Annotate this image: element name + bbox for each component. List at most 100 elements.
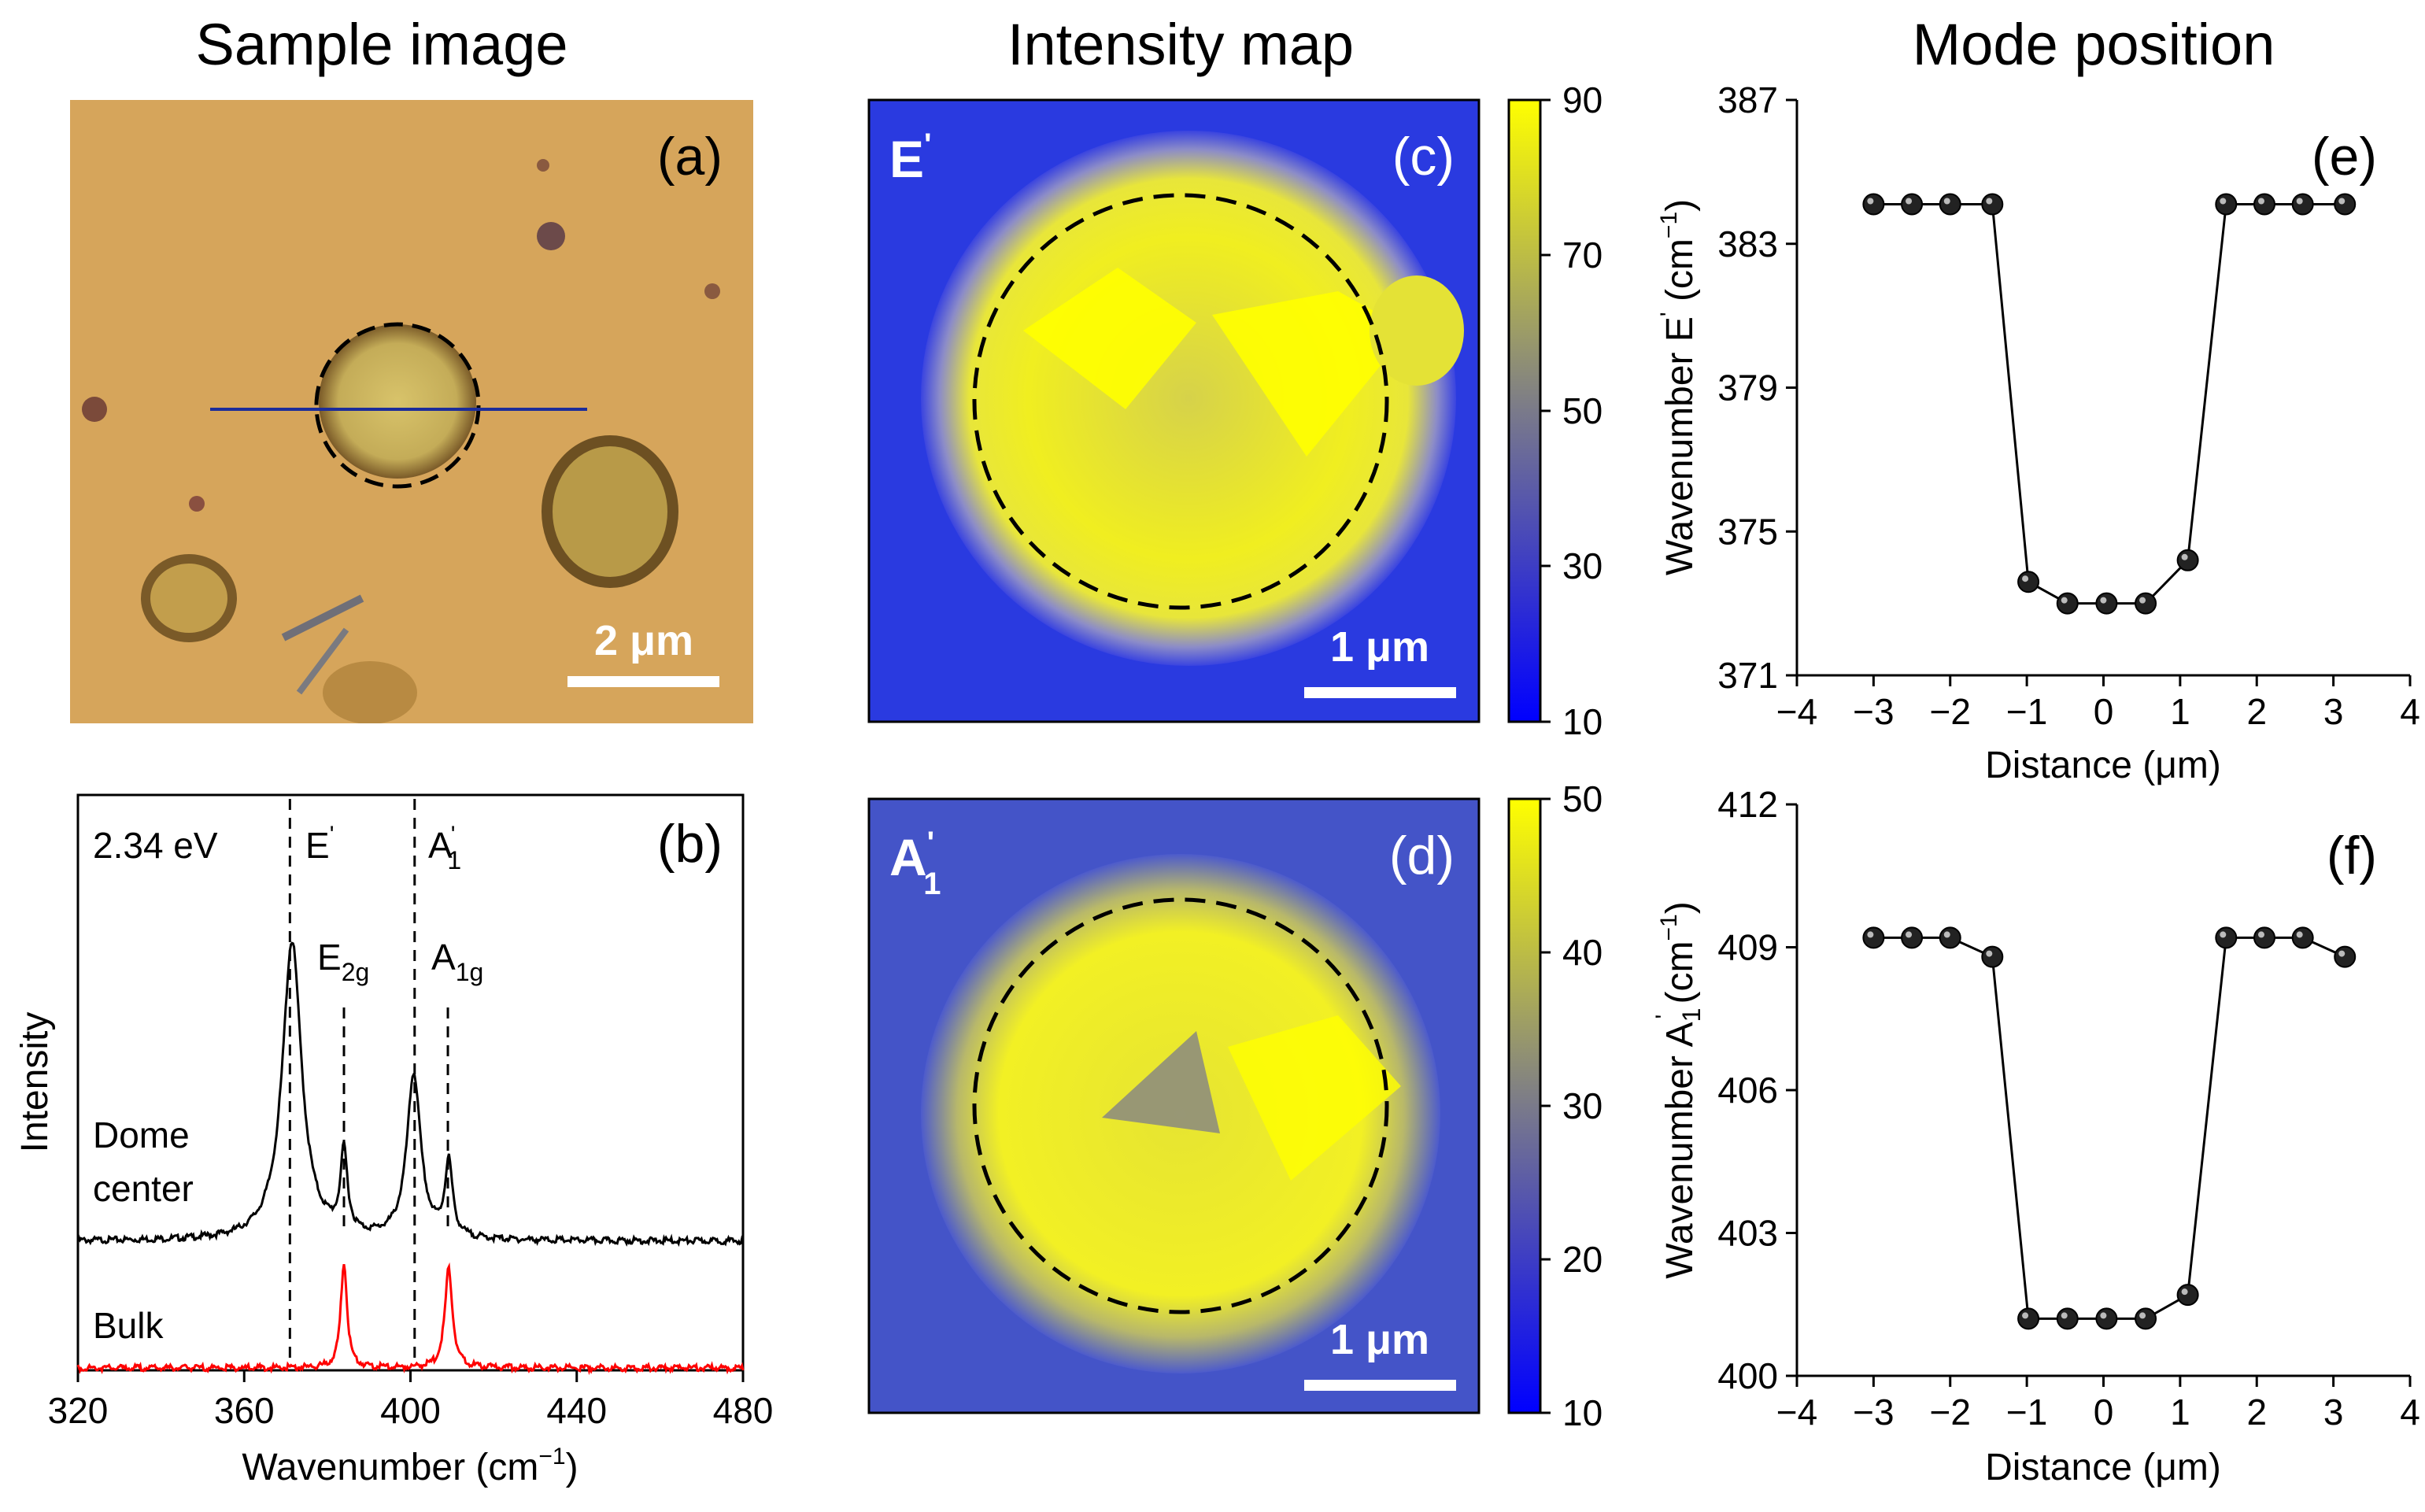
scale-bar-d [1304, 1380, 1456, 1391]
x-tick-label: 4 [2400, 691, 2420, 732]
spectrum-x-tick-label: 480 [713, 1390, 774, 1431]
series-line [1873, 203, 2346, 605]
data-point-highlight [2338, 198, 2346, 205]
x-tick-label: −2 [1930, 691, 1971, 732]
x-tick-label: −3 [1853, 1392, 1894, 1433]
data-point [1901, 926, 1924, 949]
sample-speck [537, 159, 549, 172]
mode-f-data [1862, 926, 2357, 1330]
data-point-highlight [2257, 198, 2264, 205]
sample-bubble-left [141, 554, 237, 642]
data-point [1862, 926, 1885, 949]
peak-guide-lines [288, 799, 449, 1366]
spectrum-x-tick-label: 320 [48, 1390, 109, 1431]
x-tick-label: 3 [2323, 1392, 2344, 1433]
spectrum-x-tick-label: 360 [214, 1390, 275, 1431]
peak-label-e2g: E2g [317, 937, 369, 986]
x-tick-label: 2 [2246, 1392, 2267, 1433]
x-tick-label: 0 [2094, 691, 2114, 732]
scale-bar-d-label: 1 μm [1330, 1316, 1429, 1363]
x-tick-label: 1 [2170, 691, 2190, 732]
mode-e-y-axis-label: Wavenumber E' (cm−1) [1656, 199, 1701, 575]
colorbar-c [1507, 98, 1542, 723]
sample-speck [189, 496, 205, 512]
data-point [2334, 193, 2357, 216]
data-point [2334, 945, 2357, 968]
data-point-highlight [2220, 931, 2227, 938]
mode-f-ticks: −4 −3 −2 −1 0 1 2 3 4 400 403 406 409 412 [1717, 784, 2420, 1433]
intensity-map-e-hotspot [1212, 291, 1409, 457]
intensity-map-e-hotspot [1023, 268, 1196, 409]
mode-e-ticks: −4 −3 −2 −1 0 1 2 3 4 371 375 379 383 387 [1717, 79, 2420, 732]
y-tick-label: 412 [1717, 784, 1778, 825]
data-point [1939, 193, 1961, 216]
x-tick-label: −3 [1853, 691, 1894, 732]
colorbar-c-tick-label: 90 [1562, 79, 1602, 120]
data-point-highlight [1986, 950, 1993, 957]
data-point [2095, 1307, 2118, 1330]
y-tick-label: 403 [1717, 1213, 1778, 1254]
excitation-energy-annotation: 2.34 eV [93, 825, 218, 866]
x-tick-label: −4 [1776, 691, 1817, 732]
data-point-highlight [2022, 575, 2029, 582]
x-tick-label: 4 [2400, 1392, 2420, 1433]
series-line [1873, 936, 2346, 1320]
peak-label-e-prime: E' [305, 822, 334, 866]
x-tick-label: −1 [2006, 691, 2047, 732]
data-point-highlight [2181, 553, 2188, 560]
data-point [2135, 1307, 2157, 1330]
spectrum-plot-frame [76, 793, 745, 1372]
legend-label-dome-line1: Dome [93, 1115, 190, 1155]
y-tick-label: 387 [1717, 79, 1778, 120]
y-tick-label: 383 [1717, 224, 1778, 264]
colorbar-d-tick-label: 40 [1562, 932, 1602, 973]
mode-label-e-prime: E' [889, 128, 932, 188]
data-point [2176, 1284, 2199, 1307]
data-point [2017, 1307, 2040, 1330]
panel-b: 320 360 400 440 480 2.34 eV (b) E' A' 1 E2g A… [14, 793, 774, 1488]
data-point [1862, 193, 1885, 216]
colorbar-d-ticks [1540, 797, 1551, 1414]
panel-label-e: (e) [2312, 127, 2377, 187]
intensity-map-e-glow [921, 131, 1456, 666]
data-point [2135, 592, 2157, 615]
spectrum-x-tick-label: 440 [546, 1390, 607, 1431]
spectrum-line-dome-center [76, 941, 745, 1248]
data-point [1981, 945, 2004, 968]
data-point-highlight [2296, 931, 2303, 938]
dome-outline-circle [314, 322, 481, 489]
data-point-highlight [2139, 597, 2146, 604]
x-tick-label: 0 [2094, 1392, 2114, 1433]
mode-f-y-axis-label: Wavenumber A1' (cm−1) [1651, 901, 1706, 1278]
sample-bubble-right [542, 435, 678, 588]
data-point-highlight [1943, 931, 1950, 938]
data-point-highlight [2022, 1312, 2029, 1319]
mode-f-plot-frame [1795, 804, 2410, 1377]
spectrum-y-axis-label: Intensity [14, 1012, 56, 1153]
data-point [2291, 193, 2314, 216]
intensity-map-a1-cold-spot [1102, 1031, 1220, 1133]
colorbar-d-tick-label: 50 [1562, 778, 1602, 819]
spectrum-x-axis-label: Wavenumber (cm−1) [242, 1444, 578, 1488]
panel-f: −4 −3 −2 −1 0 1 2 3 4 400 403 406 409 412 (f) Wavenum… [1651, 784, 2420, 1488]
data-point [2215, 926, 2238, 949]
panel-label-d: (d) [1389, 826, 1455, 885]
sample-speck [537, 222, 565, 250]
colorbar-c-tick-label: 70 [1562, 235, 1602, 275]
data-point [1981, 193, 2004, 216]
data-point-highlight [2100, 1312, 2107, 1319]
panel-d: A' 1 (d) 1 μm 50 40 30 20 10 [867, 778, 1602, 1433]
colorbar-c-tick-label: 10 [1562, 701, 1602, 742]
mode-e-data [1862, 193, 2357, 615]
heading-mode-position: Mode position [1913, 12, 2275, 77]
panel-label-a: (a) [657, 127, 723, 187]
sample-crease [296, 627, 349, 695]
scale-bar-c-label: 1 μm [1330, 623, 1429, 671]
data-point-highlight [2061, 1312, 2068, 1319]
y-tick-label: 409 [1717, 927, 1778, 968]
data-point-highlight [1867, 931, 1874, 938]
dome-outline-circle-c [972, 193, 1389, 610]
spectrum-x-ticks: 320 360 400 440 480 [48, 1370, 774, 1431]
sample-image-features [82, 159, 720, 723]
